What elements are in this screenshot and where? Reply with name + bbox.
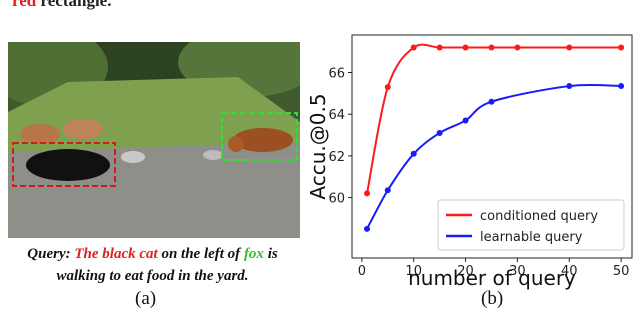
panel-label: (a) bbox=[135, 288, 157, 309]
data-point bbox=[410, 150, 417, 157]
data-point bbox=[462, 117, 469, 124]
data-point bbox=[364, 225, 371, 232]
header-part: red bbox=[12, 0, 37, 10]
y-tick-label: 66 bbox=[328, 67, 345, 82]
data-point bbox=[488, 98, 495, 105]
data-point bbox=[436, 44, 443, 51]
y-tick-label: 60 bbox=[328, 192, 345, 207]
y-tick-label: 62 bbox=[328, 150, 345, 165]
caption-part: The black cat bbox=[74, 246, 158, 262]
data-point bbox=[364, 190, 371, 197]
caption-part: fox bbox=[243, 246, 264, 262]
data-point bbox=[384, 84, 391, 91]
x-tick-label: 10 bbox=[405, 264, 422, 279]
plot-frame bbox=[351, 34, 633, 259]
data-point bbox=[488, 44, 495, 51]
x-tick-label: 50 bbox=[613, 264, 630, 279]
header-part: rectangle. bbox=[36, 0, 112, 10]
series-line bbox=[366, 43, 622, 194]
y-tick-label: 64 bbox=[328, 108, 345, 123]
data-point bbox=[384, 187, 391, 194]
data-point bbox=[514, 44, 521, 51]
x-tick-label: 20 bbox=[457, 264, 474, 279]
legend-label: learnable query bbox=[480, 230, 583, 245]
photo bbox=[8, 42, 300, 238]
data-point bbox=[618, 83, 625, 90]
legend-label: conditioned query bbox=[480, 209, 598, 224]
data-point bbox=[462, 44, 469, 51]
data-point bbox=[436, 129, 443, 136]
data-point bbox=[566, 44, 573, 51]
y-axis-label: Accu.@0.5 bbox=[306, 93, 330, 199]
x-tick-label: 30 bbox=[509, 264, 526, 279]
data-point bbox=[410, 44, 417, 51]
x-tick-label: 0 bbox=[358, 264, 366, 279]
data-point bbox=[566, 83, 573, 90]
chart: 0 10 20 30 40 50 60 62 64 66 number of query Accu.@… bbox=[306, 34, 633, 290]
series-line bbox=[366, 83, 622, 230]
caption-part: on the left of bbox=[157, 246, 244, 262]
caption-part: : bbox=[65, 246, 75, 262]
header-text: red rectangle. bbox=[12, 0, 111, 11]
caption-part: Query bbox=[27, 246, 66, 262]
x-tick-label: 40 bbox=[561, 264, 578, 279]
caption-line: Query: The black cat on the left of fox … bbox=[0, 246, 305, 263]
panel-label: (b) bbox=[481, 288, 504, 309]
caption-part: is bbox=[263, 246, 278, 262]
legend-box bbox=[437, 199, 625, 251]
caption-line: walking to eat food in the yard. bbox=[56, 268, 249, 284]
data-point bbox=[618, 44, 625, 51]
x-axis-label: number of query bbox=[408, 266, 576, 290]
